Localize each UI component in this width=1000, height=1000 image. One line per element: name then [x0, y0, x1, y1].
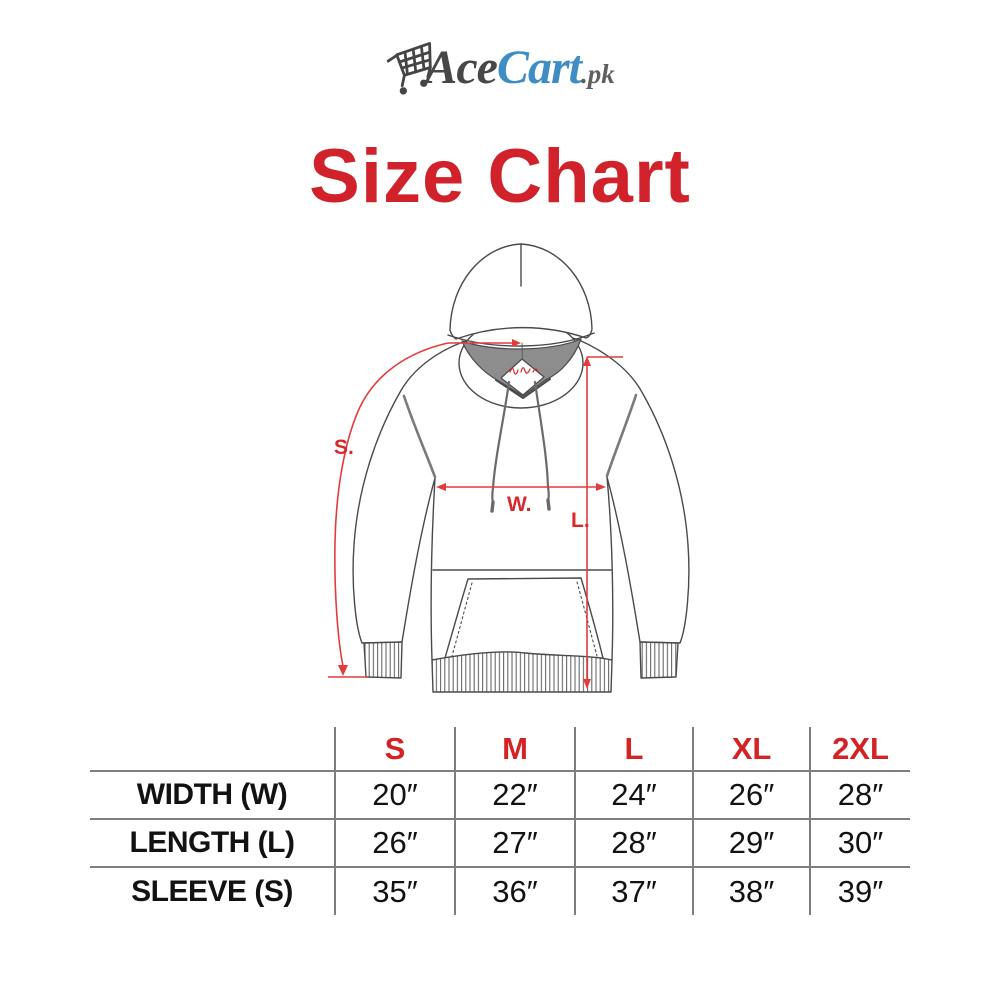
size-table: S M L XL 2XL WIDTH (W) 20″ 22″ 24″ 26″ 2… — [90, 727, 910, 915]
brand-name-prefix: Ace — [425, 41, 498, 94]
sleeve-value-l: 37″ — [575, 867, 694, 915]
brand-name-suffix: Cart — [496, 41, 582, 94]
sleeve-measure-label: S. — [334, 436, 354, 459]
length-value-l: 28″ — [575, 819, 694, 868]
width-value-m: 22″ — [455, 771, 576, 820]
length-value-2xl: 30″ — [810, 819, 910, 868]
page-title: Size Chart — [309, 134, 691, 219]
width-value-s: 20″ — [335, 771, 456, 820]
drawstrings — [490, 380, 551, 513]
width-value-2xl: 28″ — [810, 771, 910, 820]
table-row-sleeve: SLEEVE (S) 35″ 36″ 37″ 38″ 39″ — [90, 867, 910, 915]
right-shoulder-seam — [605, 393, 638, 478]
length-value-s: 26″ — [335, 819, 456, 868]
hoodie-diagram: S. W. L. — [328, 243, 690, 693]
collar-brand-scribble — [509, 367, 539, 375]
right-cuff — [639, 641, 679, 679]
brand-logo: AceCart.pk — [0, 40, 1000, 97]
row-label-sleeve: SLEEVE (S) — [90, 867, 336, 915]
length-value-xl: 29″ — [693, 819, 811, 868]
table-row-length: LENGTH (L) 26″ 27″ 28″ 29″ 30″ — [90, 819, 910, 868]
width-measure-label: W. — [507, 493, 532, 516]
size-table-header-row: S M L XL 2XL — [90, 727, 910, 772]
measurement-lines — [328, 339, 623, 689]
hoodie-body — [352, 330, 690, 661]
length-value-m: 27″ — [455, 819, 576, 868]
kangaroo-pocket — [444, 577, 604, 659]
shopping-cart-icon — [387, 42, 432, 95]
length-measure-label: L. — [571, 509, 590, 532]
column-header-m: M — [455, 727, 576, 772]
column-header-xl: XL — [693, 727, 811, 772]
table-row-width: WIDTH (W) 20″ 22″ 24″ 26″ 28″ — [90, 771, 910, 820]
left-shoulder-seam — [402, 394, 437, 479]
column-header-s: S — [335, 727, 456, 772]
column-header-2xl: 2XL — [810, 727, 910, 772]
left-cuff — [363, 641, 403, 679]
sleeve-value-2xl: 39″ — [837, 873, 884, 909]
column-header-l: L — [575, 727, 694, 772]
width-value-l: 24″ — [575, 771, 694, 820]
sleeve-value-s: 35″ — [335, 867, 456, 915]
sleeve-value-m: 36″ — [455, 867, 576, 915]
width-value-xl: 26″ — [693, 771, 811, 820]
row-label-length: LENGTH (L) — [90, 819, 336, 868]
size-table-corner-cell — [90, 727, 336, 772]
hood — [449, 243, 593, 340]
row-label-width: WIDTH (W) — [90, 771, 336, 820]
sleeve-value-xl: 38″ — [693, 867, 811, 915]
brand-domain-suffix: .pk — [580, 59, 615, 89]
hem-ribbing — [431, 651, 613, 693]
